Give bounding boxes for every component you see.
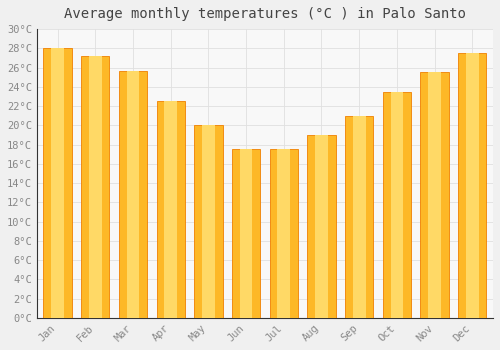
Bar bbox=[202, 125, 214, 318]
Bar bbox=[270, 149, 298, 318]
Bar bbox=[240, 149, 252, 318]
Bar bbox=[308, 135, 336, 318]
Bar bbox=[194, 125, 222, 318]
Bar bbox=[81, 56, 110, 318]
Bar bbox=[278, 149, 290, 318]
Bar bbox=[119, 71, 147, 318]
Title: Average monthly temperatures (°C ) in Palo Santo: Average monthly temperatures (°C ) in Pa… bbox=[64, 7, 466, 21]
Bar bbox=[164, 101, 177, 318]
Bar bbox=[315, 135, 328, 318]
Bar bbox=[345, 116, 374, 318]
Bar bbox=[428, 72, 441, 318]
Bar bbox=[466, 53, 478, 318]
Bar bbox=[458, 53, 486, 318]
Bar bbox=[420, 72, 449, 318]
Bar bbox=[44, 48, 72, 318]
Bar bbox=[390, 92, 404, 318]
Bar bbox=[156, 101, 185, 318]
Bar bbox=[51, 48, 64, 318]
Bar bbox=[126, 71, 140, 318]
Bar bbox=[232, 149, 260, 318]
Bar bbox=[89, 56, 102, 318]
Bar bbox=[353, 116, 366, 318]
Bar bbox=[383, 92, 411, 318]
